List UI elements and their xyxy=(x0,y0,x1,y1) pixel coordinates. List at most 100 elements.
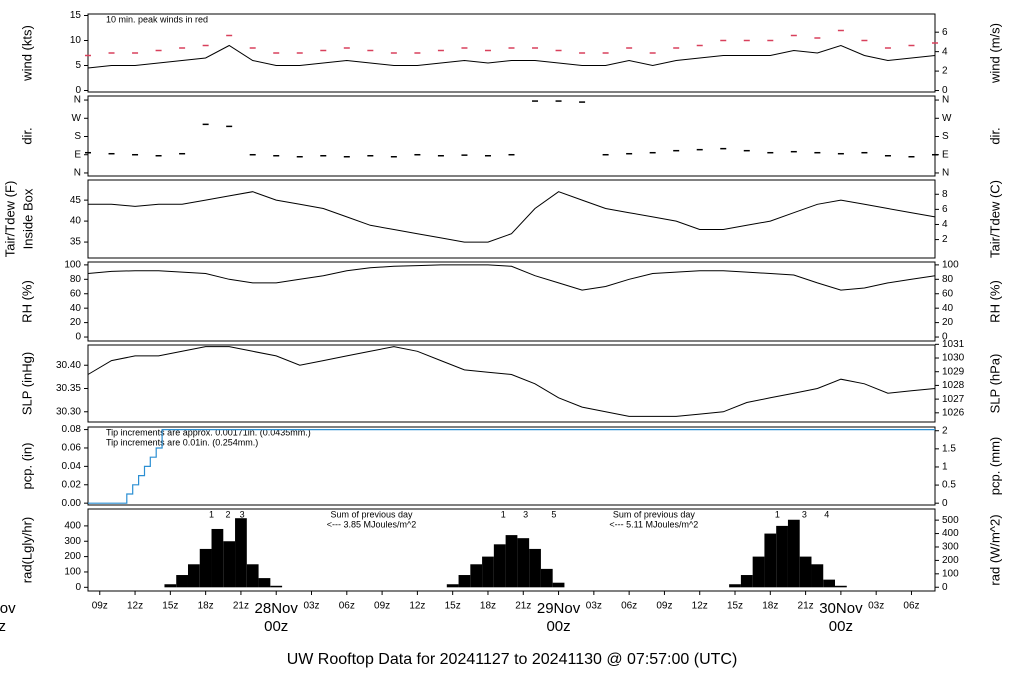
x-day-label2: 00z xyxy=(0,618,6,635)
y-tick-label: W xyxy=(72,113,82,124)
y2-tick-label: 0 xyxy=(942,85,948,96)
bar xyxy=(258,578,271,588)
y2-tick-label: 300 xyxy=(942,542,959,553)
annotation: 10 min. peak winds in red xyxy=(106,14,208,24)
y-tick-label: 0.00 xyxy=(62,498,82,509)
y2-axis-label: SLP (hPa) xyxy=(987,354,1002,414)
y2-tick-label: 500 xyxy=(942,515,959,526)
bar xyxy=(540,568,553,588)
bar xyxy=(752,556,765,588)
rad-marker: 3 xyxy=(240,509,245,519)
x-tick-label: 03z xyxy=(303,601,319,612)
bar xyxy=(270,585,283,588)
y2-tick-label: 2 xyxy=(942,234,948,245)
y2-tick-label: 1027 xyxy=(942,394,965,405)
x-tick-label: 12z xyxy=(409,601,425,612)
y2-tick-label: 1031 xyxy=(942,339,965,350)
panel-frame xyxy=(87,261,936,342)
y2-tick-label: 0 xyxy=(942,582,948,593)
rad-note: <--- 3.85 MJoules/m^2 xyxy=(327,519,417,529)
x-tick-label: 03z xyxy=(868,601,884,612)
data-line xyxy=(87,346,936,417)
y2-tick-label: 2 xyxy=(942,425,948,436)
y2-tick-label: 6 xyxy=(942,204,948,215)
x-tick-label: 12z xyxy=(127,601,143,612)
y2-tick-label: N xyxy=(942,168,949,179)
bar xyxy=(470,564,483,588)
bar xyxy=(458,575,471,588)
y-tick-label: 30.40 xyxy=(56,360,81,371)
y2-tick-label: 6 xyxy=(942,27,948,38)
bar xyxy=(446,584,459,588)
y-tick-label: 0.06 xyxy=(62,443,82,454)
y2-axis-label: dir. xyxy=(987,127,1002,144)
y2-tick-label: 2 xyxy=(942,66,948,77)
x-tick-label: 18z xyxy=(480,601,496,612)
y-tick-label: N xyxy=(74,168,81,179)
rad-marker: 4 xyxy=(824,509,829,519)
y2-axis-label: RH (%) xyxy=(987,280,1002,323)
y2-tick-label: 1026 xyxy=(942,407,965,418)
x-tick-label: 06z xyxy=(903,601,919,612)
x-day-label: 30Nov xyxy=(819,600,863,617)
bar xyxy=(776,525,788,588)
bar xyxy=(199,548,212,588)
y2-tick-label: 400 xyxy=(942,528,959,539)
y-tick-label: 0.04 xyxy=(62,461,82,472)
x-day-label2: 00z xyxy=(829,618,853,635)
bar xyxy=(835,585,847,588)
x-tick-label: 21z xyxy=(233,601,249,612)
bar xyxy=(176,575,188,588)
bar xyxy=(823,579,836,588)
x-tick-label: 12z xyxy=(692,601,708,612)
bar xyxy=(799,556,812,588)
rad-marker: 5 xyxy=(551,509,556,519)
x-day-label: 27Nov xyxy=(0,600,16,617)
x-tick-label: 18z xyxy=(762,601,778,612)
x-tick-label: 06z xyxy=(339,601,355,612)
bar xyxy=(493,544,506,588)
y2-tick-label: E xyxy=(942,149,949,160)
y2-tick-label: 1 xyxy=(942,462,948,473)
y-tick-label: N xyxy=(74,95,81,106)
y-axis-label: Tair/Tdew (F) xyxy=(2,181,17,258)
y-tick-label: 60 xyxy=(70,288,82,299)
y2-axis-label: wind (m/s) xyxy=(987,23,1002,84)
x-tick-label: 21z xyxy=(798,601,814,612)
y-tick-label: S xyxy=(74,131,81,142)
y2-tick-label: 40 xyxy=(942,303,954,314)
bar xyxy=(811,564,824,588)
y-tick-label: 0.02 xyxy=(62,479,82,490)
y2-tick-label: 1.5 xyxy=(942,443,956,454)
annotation: Tip increments are approx. 0.00171in. (0… xyxy=(106,427,311,437)
rad-note: <--- 5.11 MJoules/m^2 xyxy=(609,519,698,529)
bar xyxy=(740,575,753,588)
y-axis-label: SLP (inHg) xyxy=(19,352,34,415)
y-tick-label: 30.30 xyxy=(56,406,81,417)
x-tick-label: 03z xyxy=(586,601,602,612)
y2-axis-label: Tair/Tdew (C) xyxy=(987,180,1002,258)
y2-tick-label: 80 xyxy=(942,274,954,285)
y-tick-label: 40 xyxy=(70,216,82,227)
y2-tick-label: 0 xyxy=(942,332,948,343)
y-axis-label: dir. xyxy=(19,127,34,144)
y-tick-label: 200 xyxy=(64,551,81,562)
y-tick-label: 30.35 xyxy=(56,383,81,394)
y-axis-label: wind (kts) xyxy=(19,25,34,82)
data-line xyxy=(87,44,936,69)
y-axis-sublabel: Inside Box xyxy=(20,188,35,249)
y2-tick-label: 200 xyxy=(942,555,959,566)
y-tick-label: 400 xyxy=(64,521,81,532)
rad-marker: 1 xyxy=(501,509,506,519)
bar xyxy=(764,533,777,588)
y2-tick-label: 8 xyxy=(942,189,948,200)
y-tick-label: 20 xyxy=(70,317,82,328)
y2-tick-label: 1028 xyxy=(942,380,965,391)
x-tick-label: 06z xyxy=(621,601,637,612)
y2-tick-label: 60 xyxy=(942,288,954,299)
y2-tick-label: S xyxy=(942,131,949,142)
rad-note: Sum of previous day xyxy=(330,509,413,519)
x-tick-label: 15z xyxy=(445,601,461,612)
y2-tick-label: N xyxy=(942,95,949,106)
